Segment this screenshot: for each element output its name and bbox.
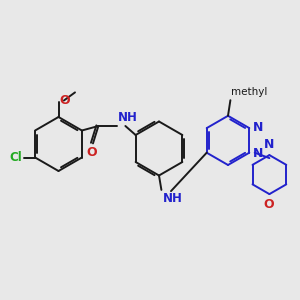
Text: O: O <box>86 146 97 159</box>
Text: NH: NH <box>118 111 138 124</box>
Text: N: N <box>264 139 274 152</box>
Text: N: N <box>253 121 263 134</box>
Text: Cl: Cl <box>10 151 22 164</box>
Text: NH: NH <box>163 192 182 205</box>
Text: O: O <box>59 94 70 107</box>
Text: O: O <box>263 198 274 211</box>
Text: N: N <box>253 147 263 160</box>
Text: methyl: methyl <box>231 87 267 97</box>
